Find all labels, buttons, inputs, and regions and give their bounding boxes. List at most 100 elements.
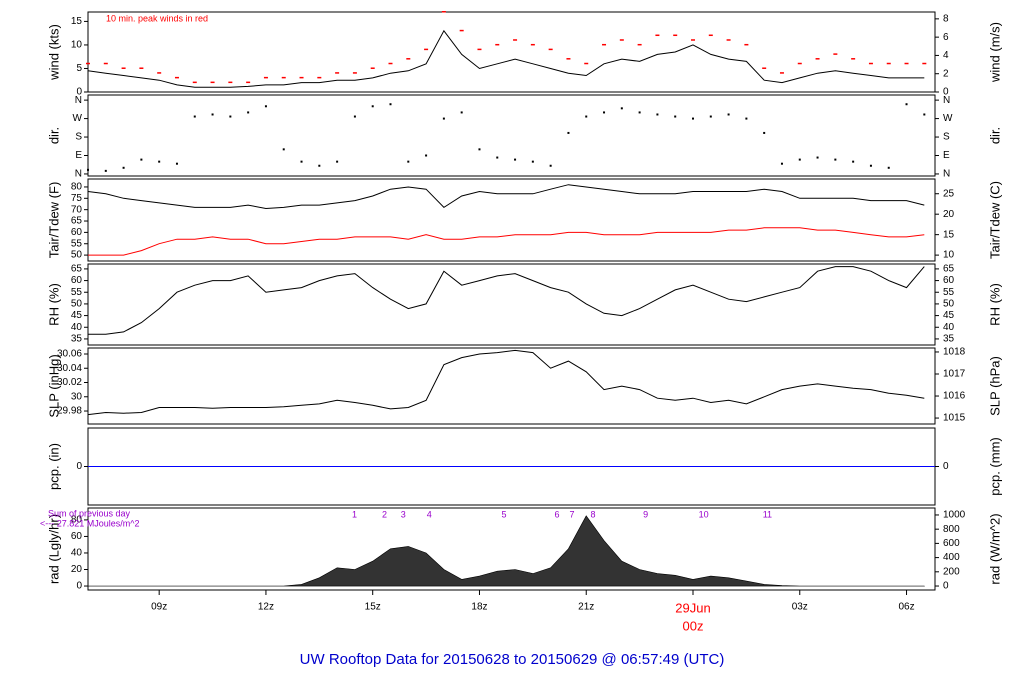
- panel-frame: [87, 94, 936, 177]
- point: [763, 131, 766, 134]
- y2-tick-label: 6: [943, 32, 949, 43]
- y-tick-label: 20: [71, 564, 83, 575]
- peak-mark: [513, 39, 518, 41]
- hour-mark: 9: [643, 509, 648, 519]
- y2-tick-label: 600: [943, 538, 960, 549]
- peak-mark: [584, 62, 589, 65]
- y-tick-label: 10: [71, 40, 83, 51]
- y-axis-label: Tair/Tdew (F): [46, 182, 61, 259]
- hour-mark: 11: [763, 509, 772, 519]
- y2-tick-label: 200: [943, 566, 960, 577]
- peak-mark: [637, 43, 642, 46]
- peak-mark: [317, 76, 322, 79]
- x-tick-label: 21z: [578, 602, 594, 613]
- y2-tick-label: S: [943, 132, 950, 143]
- y-tick-label: 30.04: [57, 363, 82, 374]
- point: [620, 107, 623, 110]
- hour-mark: 5: [502, 509, 507, 519]
- hour-mark: 10: [699, 509, 709, 519]
- y2-tick-label: 50: [943, 299, 955, 310]
- point: [407, 160, 410, 163]
- point: [905, 103, 908, 106]
- peak-mark: [922, 62, 927, 65]
- point: [229, 115, 232, 118]
- peak-mark: [833, 53, 838, 55]
- y2-tick-label: 800: [943, 524, 960, 535]
- panel-frame: [87, 11, 936, 93]
- y2-tick-label: 1015: [943, 413, 966, 424]
- y-tick-label: 55: [71, 287, 83, 298]
- point: [567, 131, 570, 134]
- y2-tick-label: 55: [943, 287, 955, 298]
- peak-mark: [335, 72, 340, 74]
- y2-tick-label: 45: [943, 310, 955, 321]
- y-tick-label: 15: [71, 16, 83, 27]
- y-tick-label: 0: [76, 87, 82, 98]
- panel-frame: [87, 178, 936, 262]
- peak-mark: [352, 72, 357, 74]
- x-tick-label: 12z: [258, 602, 274, 613]
- y-tick-label: 55: [71, 238, 83, 249]
- y-axis-label: SLP (inHg): [46, 354, 61, 417]
- point: [923, 113, 926, 116]
- y2-axis-label: dir.: [987, 127, 1002, 144]
- point: [442, 117, 445, 120]
- y2-tick-label: 40: [943, 322, 955, 333]
- date-label: 29Jun: [675, 600, 710, 615]
- hour-mark: 6: [555, 509, 560, 519]
- y-tick-label: 50: [71, 299, 83, 310]
- peak-mark: [281, 76, 286, 79]
- y-tick-label: N: [75, 169, 82, 180]
- peak-mark: [210, 81, 215, 84]
- point: [389, 103, 392, 106]
- point: [674, 115, 677, 118]
- y-tick-label: 45: [71, 310, 83, 321]
- peak-mark: [477, 48, 482, 51]
- y-tick-label: 30.06: [57, 349, 82, 360]
- point: [478, 148, 481, 151]
- point: [425, 154, 428, 157]
- y-tick-label: 65: [71, 264, 83, 275]
- peak-mark: [441, 11, 446, 13]
- point: [336, 160, 339, 163]
- chart-title: UW Rooftop Data for 20150628 to 20150629…: [300, 651, 725, 668]
- point: [869, 164, 872, 167]
- peak-mark: [228, 81, 233, 84]
- line: [87, 349, 925, 416]
- y2-tick-label: 0: [943, 87, 949, 98]
- point: [264, 105, 267, 108]
- point: [531, 160, 534, 163]
- peak-mark: [726, 39, 731, 41]
- y-tick-label: 29.98: [57, 406, 82, 417]
- peak-mark: [103, 62, 108, 65]
- point: [585, 115, 588, 118]
- y-tick-label: N: [75, 95, 82, 106]
- peak-mark: [797, 62, 802, 65]
- y-axis-label: pcp. (in): [46, 443, 61, 490]
- y-tick-label: 0: [76, 461, 82, 472]
- hour-mark: 3: [401, 509, 406, 519]
- point: [104, 169, 107, 172]
- peak-mark: [655, 34, 660, 37]
- point: [834, 158, 837, 161]
- peak-mark: [548, 48, 553, 51]
- y-tick-label: 80: [71, 182, 83, 193]
- hour-mark: 1: [352, 509, 357, 519]
- peak-mark: [851, 58, 856, 60]
- y-axis-label: RH (%): [46, 283, 61, 326]
- y-tick-label: E: [75, 150, 82, 161]
- y2-tick-label: 60: [943, 275, 955, 286]
- point: [549, 164, 552, 167]
- peak-mark: [744, 43, 749, 46]
- point: [353, 115, 356, 118]
- y-tick-label: 50: [71, 250, 83, 261]
- point: [140, 158, 143, 161]
- y2-axis-label: RH (%): [987, 283, 1002, 326]
- y-tick-label: 60: [71, 531, 83, 542]
- point: [780, 162, 783, 165]
- point: [603, 111, 606, 114]
- y2-tick-label: 1016: [943, 391, 966, 402]
- y2-tick-label: N: [943, 169, 950, 180]
